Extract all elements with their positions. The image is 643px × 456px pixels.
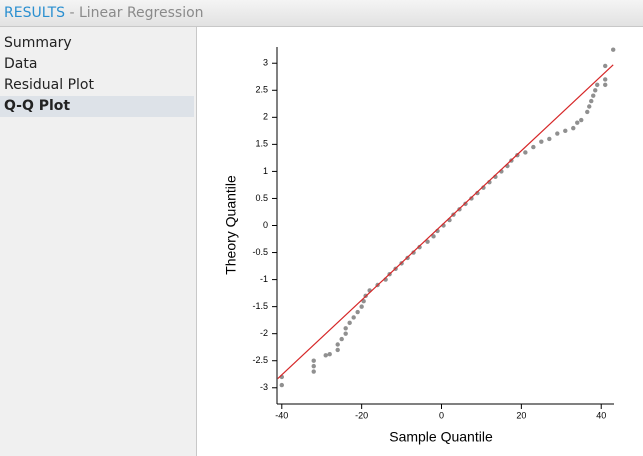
y-tick-label: -0.5 xyxy=(252,247,268,257)
point xyxy=(311,363,316,369)
point xyxy=(585,109,590,115)
point xyxy=(323,353,328,358)
point xyxy=(531,144,536,150)
y-tick-label: 2 xyxy=(263,112,268,122)
point xyxy=(279,382,284,388)
x-tick-label: -40 xyxy=(275,410,288,420)
point xyxy=(603,82,608,88)
y-tick-label: 3 xyxy=(263,58,268,68)
point xyxy=(343,326,348,331)
point xyxy=(431,234,436,239)
y-axis-label: Theory Quantile xyxy=(223,175,239,275)
point xyxy=(587,104,592,109)
point xyxy=(339,336,344,342)
x-tick-label: 40 xyxy=(596,410,606,420)
point xyxy=(555,131,560,136)
header-subtitle: - Linear Regression xyxy=(69,5,204,21)
point xyxy=(571,125,576,131)
nav-item[interactable]: Summary xyxy=(4,35,72,51)
header-title: RESULTS xyxy=(4,5,66,21)
point xyxy=(539,139,544,144)
x-axis-label: Sample Quantile xyxy=(389,429,493,445)
point xyxy=(575,120,580,125)
point xyxy=(417,244,422,250)
point xyxy=(355,309,360,315)
header: RESULTS - Linear Regression xyxy=(0,0,643,27)
point xyxy=(547,136,552,142)
point xyxy=(475,190,480,196)
point xyxy=(335,342,340,347)
point xyxy=(343,331,348,336)
point xyxy=(469,196,474,201)
point xyxy=(411,250,416,255)
nav-item[interactable]: Residual Plot xyxy=(4,77,94,93)
point xyxy=(603,63,608,69)
point xyxy=(579,117,584,123)
point xyxy=(327,352,332,357)
y-tick-label: -1.5 xyxy=(252,301,268,311)
x-tick-label: 20 xyxy=(516,410,526,420)
point xyxy=(595,82,600,88)
y-tick-label: 1.5 xyxy=(255,139,268,149)
nav-item[interactable]: Data xyxy=(4,56,38,72)
y-tick-label: -2 xyxy=(260,328,268,338)
y-tick-label: 0 xyxy=(263,220,268,230)
point xyxy=(335,347,340,353)
reference-line xyxy=(277,64,614,380)
x-tick-label: 0 xyxy=(439,410,444,420)
point xyxy=(351,315,356,320)
point xyxy=(593,88,598,93)
sidebar: Summary Data Residual Plot Q-Q Plot xyxy=(0,27,197,456)
point xyxy=(603,77,608,82)
point xyxy=(311,358,316,363)
y-tick-label: -2.5 xyxy=(252,355,268,365)
y-tick-label: -3 xyxy=(260,382,268,392)
point xyxy=(591,93,596,98)
y-tick-label: -1 xyxy=(260,274,268,284)
point xyxy=(563,128,568,134)
point xyxy=(523,150,528,155)
point xyxy=(347,320,352,326)
y-tick-label: 2.5 xyxy=(255,85,268,95)
nav-item[interactable]: Q-Q Plot xyxy=(0,96,194,117)
chart: Sample Quantile Theory Quantile -3 -2.5 -2… xyxy=(223,47,616,445)
x-tick-label: -20 xyxy=(355,410,368,420)
point xyxy=(311,369,316,374)
point xyxy=(359,304,364,309)
point xyxy=(611,47,616,52)
y-tick-label: 0.5 xyxy=(255,193,268,203)
point xyxy=(425,239,430,244)
y-tick-label: 1 xyxy=(263,166,268,176)
point xyxy=(589,98,594,104)
